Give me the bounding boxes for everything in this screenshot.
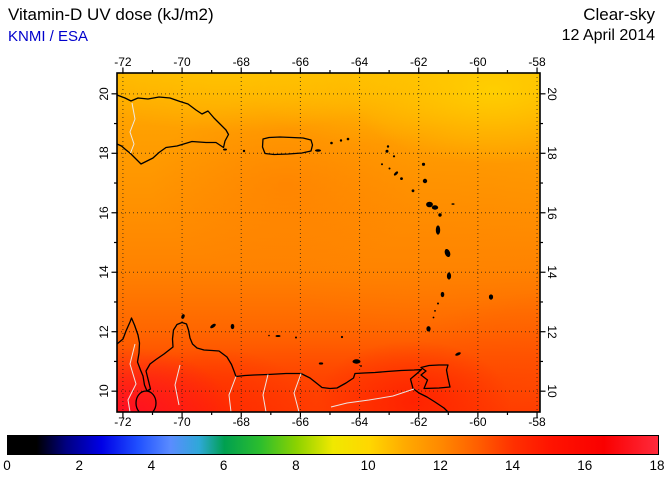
map-overlay xyxy=(111,67,546,418)
colorbar-tick-label: 16 xyxy=(577,458,593,473)
credit: KNMI / ESA xyxy=(8,28,89,45)
grid-lines xyxy=(117,73,540,412)
country-borders xyxy=(127,102,415,412)
colorbar-tick-label: 6 xyxy=(219,458,228,473)
coastlines xyxy=(117,94,494,412)
colorbar-tick-label: 0 xyxy=(3,458,11,473)
map-panel xyxy=(105,61,552,424)
page-title: Vitamin-D UV dose (kJ/m2) xyxy=(8,5,214,24)
uv-dose-heatmap xyxy=(117,73,540,412)
date-label: 12 April 2014 xyxy=(561,27,655,44)
colorbar-tick-label: 18 xyxy=(649,458,665,473)
colorbar-tick-label: 10 xyxy=(360,458,376,473)
coastline-trinidad xyxy=(420,364,451,390)
colorbar-tick-label: 2 xyxy=(75,458,83,473)
coastline-hispaniola xyxy=(117,94,230,165)
coastline-puerto-rico xyxy=(261,136,314,156)
small-islands xyxy=(181,137,494,367)
coastline-lake-maracaibo xyxy=(135,390,157,412)
sky-condition: Clear-sky xyxy=(583,5,655,24)
axis-ticks xyxy=(111,67,546,418)
colorbar-tick-label: 14 xyxy=(505,458,521,473)
colorbar xyxy=(7,435,659,455)
colorbar-tick-label: 12 xyxy=(432,458,448,473)
coastline-venezuela xyxy=(117,317,449,412)
map-frame xyxy=(116,72,541,413)
colorbar-tick-label: 8 xyxy=(292,458,300,473)
colorbar-tick-label: 4 xyxy=(147,458,156,473)
